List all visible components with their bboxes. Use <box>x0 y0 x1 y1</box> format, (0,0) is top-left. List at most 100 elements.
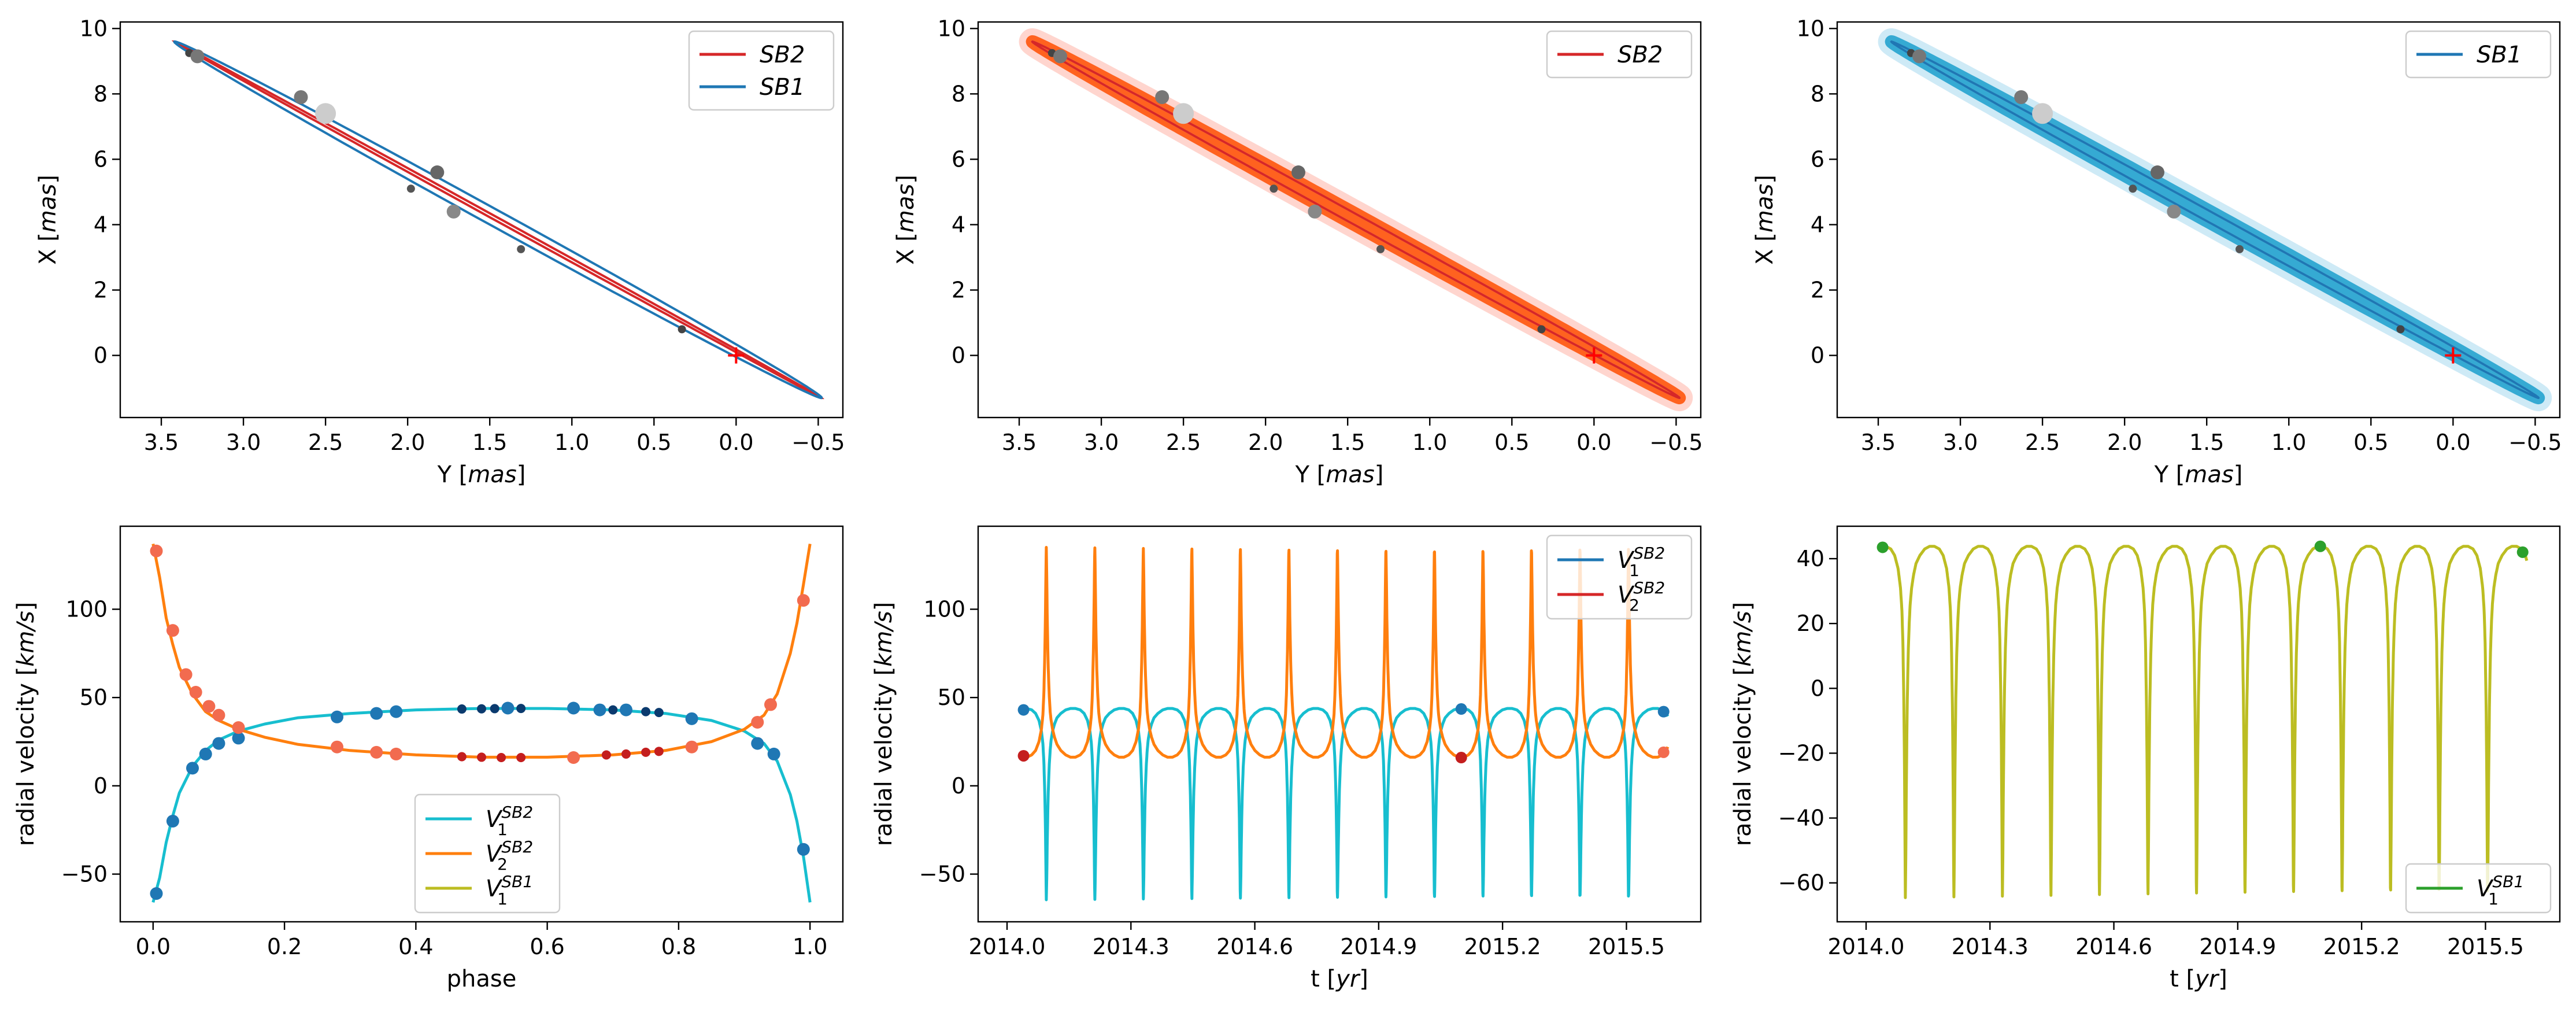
orbit-line-SB2 <box>1031 40 1681 400</box>
rv-point <box>189 686 202 699</box>
x-tick-label: 1.0 <box>1412 430 1447 455</box>
x-tick-label: 1.5 <box>1330 430 1365 455</box>
rv-point <box>150 544 163 557</box>
legend-label: SB2 <box>1618 42 1663 68</box>
center-marker <box>2445 347 2462 364</box>
rv-point <box>2516 546 2529 558</box>
astrometry-point <box>1376 245 1385 253</box>
x-tick-label: 3.0 <box>1943 430 1978 455</box>
y-tick-label: 4 <box>94 212 108 237</box>
legend-frame <box>1546 30 1693 79</box>
plot-area <box>1017 546 1670 902</box>
rv-point <box>457 752 467 762</box>
axes-frame <box>1836 525 2561 923</box>
rv-point <box>186 762 199 775</box>
rv-point <box>751 737 764 750</box>
plot-area <box>171 40 825 400</box>
rv-point <box>2314 540 2326 552</box>
rv-point <box>477 704 486 714</box>
y-axis-label: X [mas] <box>35 175 61 265</box>
x-tick-label: 2014.3 <box>1952 934 2029 959</box>
y-axis-label: radial velocity [km/s] <box>871 602 897 847</box>
rv-point <box>232 721 245 734</box>
x-tick-label: 1.5 <box>472 430 507 455</box>
y-tick-label: 100 <box>65 597 108 622</box>
orbit-band-inner <box>1026 35 1686 405</box>
x-tick-label: 3.5 <box>1002 430 1037 455</box>
astrometry-point <box>2129 184 2137 193</box>
rv-point <box>202 700 216 713</box>
astrometry-point <box>446 204 461 219</box>
astrometry-point <box>1173 103 1194 124</box>
rv-point <box>567 751 580 764</box>
rv-point <box>212 708 225 722</box>
rv-point <box>179 668 193 681</box>
rv-point <box>593 703 606 716</box>
x-tick-label: 2014.6 <box>2075 934 2152 959</box>
y-tick-label: 8 <box>952 81 965 106</box>
y-tick-label: −50 <box>61 862 108 887</box>
x-tick-label: 3.0 <box>226 430 261 455</box>
rv-point <box>1455 703 1467 715</box>
legend-label: SB1 <box>760 74 805 101</box>
legend-frame <box>688 30 835 111</box>
y-tick-label: 0 <box>1811 343 1824 368</box>
rv-point <box>1877 541 1889 553</box>
x-tick-label: 2.0 <box>2107 430 2142 455</box>
astrometry-point <box>1308 204 1322 219</box>
legend-frame <box>1546 534 1693 620</box>
x-tick-label: 0.0 <box>719 430 753 455</box>
x-tick-label: 3.0 <box>1084 430 1119 455</box>
rv-point <box>331 740 343 754</box>
y-tick-label: −20 <box>1778 740 1824 766</box>
x-tick-label: 2.5 <box>308 430 343 455</box>
x-axis-label: t [yr] <box>1311 966 1368 992</box>
rv-point <box>621 749 631 759</box>
rv-point <box>1657 746 1670 758</box>
plot-area <box>1019 28 1693 412</box>
rv-point <box>370 707 383 720</box>
y-tick-label: 4 <box>1811 212 1824 237</box>
legend-label: VSB2 1 <box>486 803 533 839</box>
panel-rv-phase: 0.0 0.2 0.4 0.6 0.8 1.0 −50 0 50 100 phase radial v… <box>13 525 844 992</box>
legend-label: SB1 <box>2477 42 2522 68</box>
rv-point <box>620 703 632 716</box>
rv-point <box>797 843 810 856</box>
rv-point <box>685 740 698 754</box>
rv-time-curve-v1 <box>1881 545 2529 899</box>
y-tick-label: 6 <box>94 146 108 172</box>
legend-label: VSB1 1 <box>2477 872 2524 908</box>
astrometry-point <box>190 49 205 64</box>
rv-point <box>654 708 664 718</box>
orbit-line-SB1 <box>173 40 823 400</box>
rv-point <box>641 707 651 716</box>
legend-label: VSB2 2 <box>486 837 533 874</box>
y-tick-label: 0 <box>94 773 108 799</box>
rv-point <box>166 624 179 637</box>
rv-point <box>501 701 515 715</box>
y-tick-label: 40 <box>1797 546 1824 571</box>
y-tick-label: 100 <box>923 597 965 622</box>
x-tick-label: 1.0 <box>554 430 589 455</box>
y-tick-label: 0 <box>952 343 965 368</box>
y-tick-label: 4 <box>952 212 965 237</box>
x-tick-label: 0.0 <box>1576 430 1611 455</box>
y-tick-label: 50 <box>80 685 108 710</box>
x-tick-label: −0.5 <box>2508 430 2562 455</box>
astrometry-point <box>1912 49 1927 64</box>
rv-point <box>1017 749 1030 762</box>
plot-area <box>1877 540 2529 899</box>
y-tick-label: −40 <box>1778 806 1824 831</box>
rv-point <box>608 705 618 715</box>
x-tick-label: 3.5 <box>144 430 179 455</box>
x-tick-label: 0.4 <box>398 934 433 959</box>
rv-point <box>331 710 343 723</box>
rv-point <box>654 747 664 756</box>
rv-point <box>516 753 526 763</box>
rv-point <box>477 752 486 762</box>
center-marker <box>728 347 745 364</box>
